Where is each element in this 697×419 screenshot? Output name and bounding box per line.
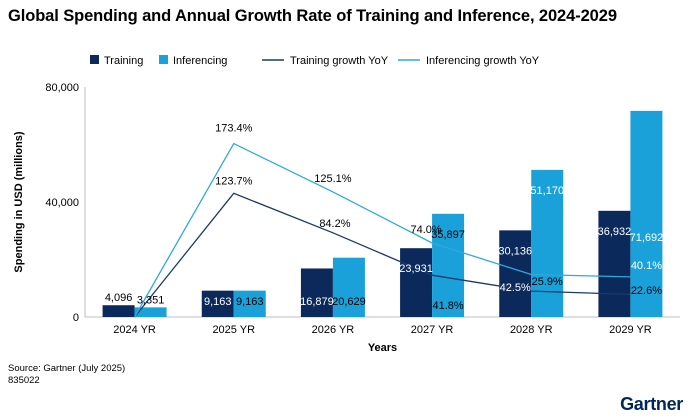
- growth-label-inferencing: 125.1%: [314, 173, 352, 185]
- bar-inferencing: [134, 307, 167, 317]
- bar-label-inferencing: 20,629: [332, 296, 366, 308]
- legend-swatch-training: [90, 55, 99, 64]
- bar-label-training: 4,096: [105, 292, 133, 304]
- x-axis-label: Years: [368, 342, 397, 354]
- x-tick-label: 2028 YR: [510, 324, 553, 336]
- y-tick-label: 0: [73, 312, 79, 324]
- y-axis-label: Spending in USD (millions): [13, 131, 25, 273]
- growth-label-training: 22.6%: [631, 285, 662, 297]
- document-id: 835022: [8, 375, 40, 386]
- legend-label-training: Training: [104, 55, 143, 67]
- legend-swatch-inferencing: [159, 55, 168, 64]
- bar-training: [102, 305, 135, 317]
- bar-label-inferencing: 35,897: [431, 229, 465, 241]
- bar-label-training: 23,931: [399, 263, 433, 275]
- x-tick-label: 2026 YR: [312, 324, 355, 336]
- legend-label-inferencing-growth: Inferencing growth YoY: [426, 55, 540, 67]
- growth-label-inferencing: 173.4%: [215, 123, 253, 135]
- y-tick-label: 80,000: [45, 82, 79, 94]
- bar-label-training: 30,136: [498, 245, 532, 257]
- legend-label-inferencing: Inferencing: [173, 55, 227, 67]
- x-tick-label: 2027 YR: [411, 324, 454, 336]
- bar-inferencing: [332, 257, 365, 317]
- source-note: Source: Gartner (July 2025): [8, 363, 126, 374]
- bar-label-inferencing: 71,692: [630, 232, 664, 244]
- chart-axes: 0 40,000 80,000 Spending in USD (millions) 2…: [13, 82, 680, 354]
- bar-label-inferencing: 3,351: [137, 294, 165, 306]
- chart-bars: [102, 110, 663, 317]
- bar-training: [201, 290, 234, 317]
- bar-training: [499, 230, 532, 317]
- chart-plot: Training Inferencing Training growth YoY In…: [13, 55, 680, 354]
- line-training-growth: [134, 192, 631, 318]
- bar-inferencing: [432, 213, 465, 317]
- bar-label-training: 16,879: [300, 296, 334, 308]
- x-tick-label: 2025 YR: [212, 324, 255, 336]
- bar-inferencing: [233, 290, 266, 317]
- growth-label-inferencing: 42.5%: [500, 282, 531, 294]
- growth-label-inferencing: 40.1%: [631, 260, 662, 272]
- bar-label-training: 36,932: [598, 226, 632, 238]
- gartner-logo: Gartner: [620, 394, 683, 414]
- bar-training: [598, 210, 631, 317]
- bar-label-inferencing: 51,170: [530, 185, 564, 197]
- bar-training: [300, 268, 333, 317]
- growth-label-training: 25.9%: [532, 276, 563, 288]
- chart-legend: Training Inferencing Training growth YoY In…: [90, 55, 540, 67]
- x-tick-label: 2029 YR: [609, 324, 652, 336]
- bar-label-training: 9,163: [204, 296, 232, 308]
- line-inferencing-growth: [134, 142, 631, 318]
- x-tick-label: 2024 YR: [113, 324, 156, 336]
- chart-lines: [134, 142, 631, 318]
- growth-label-training: 84.2%: [319, 218, 350, 230]
- bar-training: [400, 248, 433, 317]
- growth-label-training: 41.8%: [432, 300, 463, 312]
- bar-inferencing: [630, 110, 663, 317]
- legend-label-training-growth: Training growth YoY: [290, 55, 389, 67]
- chart-title: Global Spending and Annual Growth Rate o…: [8, 7, 617, 25]
- growth-label-inferencing: 74.0%: [410, 224, 441, 236]
- bar-label-inferencing: 9,163: [236, 296, 264, 308]
- y-tick-label: 40,000: [45, 197, 79, 209]
- growth-label-training: 123.7%: [215, 175, 253, 187]
